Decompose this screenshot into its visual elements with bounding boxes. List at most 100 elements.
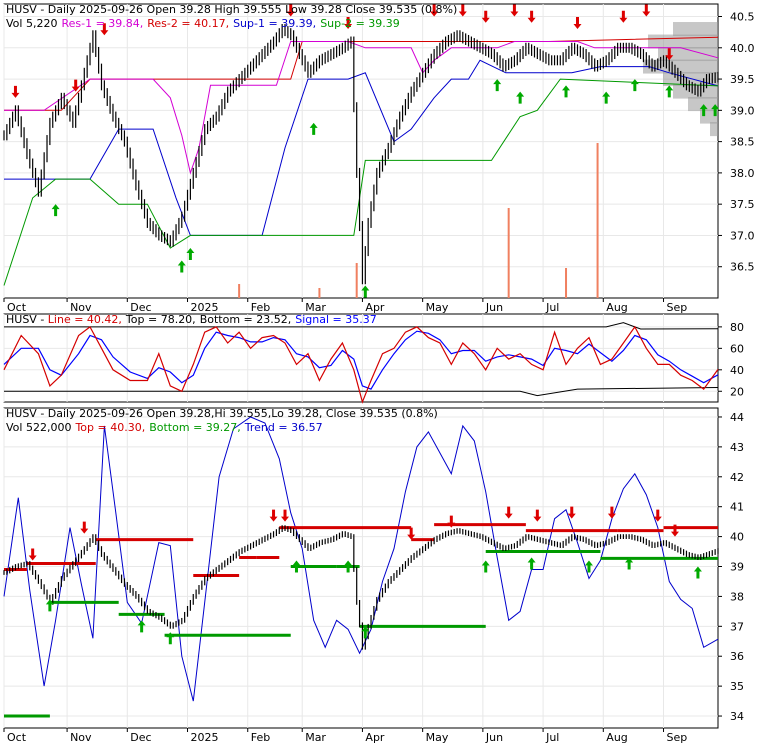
trend-sell-arrow: [504, 506, 513, 519]
volume-profile-bar: [648, 34, 718, 49]
panel-0-x-tick-label: Oct: [7, 301, 27, 314]
panel-1-y-tick-label: 80: [730, 321, 744, 334]
trend-sell-arrow: [80, 521, 89, 534]
volume-profile-bar: [673, 22, 718, 37]
sup2-line: [3, 78, 719, 286]
sell-arrow: [481, 10, 490, 23]
buy-arrow: [602, 91, 611, 104]
panel-2-x-tick-label: Aug: [606, 731, 627, 744]
trend-sell-arrow: [281, 509, 290, 522]
trend-buy-arrow: [584, 560, 593, 573]
stoch-legend-item: Line = 40.42,: [48, 313, 122, 326]
volume-profile-bar: [658, 47, 718, 62]
volume-bar: [238, 284, 241, 298]
panel-2-y-tick-label: 39: [730, 561, 744, 574]
sell-arrow: [344, 17, 353, 30]
panel-0-y-tick-label: 39.5: [730, 73, 755, 86]
trend-sell-arrow: [447, 515, 456, 528]
trend-panel-legend: Vol 522,000 Top = 40.30, Bottom = 39.27, Tr…: [6, 421, 323, 434]
price-legend-item: Vol 5,220: [6, 17, 57, 30]
panel-2-x-tick-label: Apr: [365, 731, 385, 744]
trend-sell-arrow: [653, 509, 662, 522]
trend-legend-item: Vol 522,000: [6, 421, 71, 434]
trend-sell-arrow: [567, 506, 576, 519]
panel-0-y-tick-label: 40.5: [730, 11, 755, 24]
stoch-main-line: [3, 325, 719, 404]
panel-2-x-tick-label: Oct: [7, 731, 27, 744]
sell-arrow: [642, 4, 651, 17]
panel-0-x-tick-label: Mar: [305, 301, 326, 314]
panel-2-x-tick-label: Dec: [130, 731, 151, 744]
price-legend-item: Res-2 = 40.17,: [147, 17, 229, 30]
buy-arrow: [309, 122, 318, 135]
panel-0-x-tick-label: May: [426, 301, 449, 314]
panel-0-x-tick-label: 2025: [191, 301, 219, 314]
panel-0-x-tick-label: Dec: [130, 301, 151, 314]
trend-legend-item: Trend = 36.57: [244, 421, 323, 434]
price-legend-item: Sup-2 = 39.39: [320, 17, 400, 30]
stoch-signal-line: [3, 330, 719, 390]
buy-arrow: [186, 247, 195, 260]
sell-arrow: [100, 23, 109, 36]
trend-buy-arrow: [292, 560, 301, 573]
panel-2-frame: [3, 407, 719, 729]
trend-sell-arrow: [269, 509, 278, 522]
trend-sell-arrow: [607, 506, 616, 519]
panel-2-y-tick-label: 42: [730, 471, 744, 484]
trend-buy-arrow: [344, 560, 353, 573]
trend-buy-arrow: [45, 599, 54, 612]
panel-2-y-tick-label: 41: [730, 501, 744, 514]
trend-sell-arrow: [670, 524, 679, 537]
panel-2-y-tick-label: 34: [730, 710, 744, 723]
trend-sell-arrow: [28, 548, 37, 561]
panel-2-x-tick-label: Nov: [70, 731, 92, 744]
buy-arrow: [493, 79, 502, 92]
volume-bar: [355, 263, 358, 298]
panel-2-x-tick-label: May: [426, 731, 449, 744]
panel-0-y-tick-label: 36.5: [730, 261, 755, 274]
panel-0-x-tick-label: Aug: [606, 301, 627, 314]
panel-2-y-tick-label: 44: [730, 411, 744, 424]
sell-arrow: [430, 4, 439, 17]
panel-2-x-tick-label: Sep: [667, 731, 688, 744]
panel-0-x-tick-label: Sep: [667, 301, 688, 314]
panel-0-x-tick-label: Apr: [365, 301, 385, 314]
res1-line: [4, 41, 719, 175]
panel-2-y-tick-label: 35: [730, 680, 744, 693]
volume-profile-bar: [710, 122, 718, 137]
volume-profile-bar: [688, 97, 718, 112]
sup1-line: [4, 59, 719, 236]
sell-arrow: [71, 79, 80, 92]
panel-0-x-tick-label: Feb: [251, 301, 270, 314]
trend-buy-arrow: [527, 557, 536, 570]
panel-2-x-tick-label: Jul: [545, 731, 559, 744]
stoch-legend-item: Signal = 35.37: [295, 313, 377, 326]
panel-0-y-tick-label: 37.0: [730, 229, 755, 242]
panel-0-y-tick-label: 40.0: [730, 42, 755, 55]
panel-0-frame: [3, 3, 719, 299]
panel-2-y-tick-label: 36: [730, 650, 744, 663]
volume-bar: [565, 268, 568, 298]
trend-buy-arrow: [625, 557, 634, 570]
sell-arrow: [458, 4, 467, 17]
panel-0-x-tick-label: Jun: [485, 301, 503, 314]
buy-arrow: [699, 104, 708, 117]
volume-bar: [596, 143, 599, 298]
stoch-top-line: [4, 322, 719, 330]
buy-arrow: [665, 85, 674, 98]
panel-0-y-tick-label: 39.0: [730, 104, 755, 117]
panel-1-y-tick-label: 60: [730, 342, 744, 355]
stoch-legend-item: Top = 78.20,: [125, 313, 196, 326]
panel-2-y-tick-label: 37: [730, 620, 744, 633]
panel-0-x-tick-label: Nov: [70, 301, 92, 314]
price-legend-item: Sup-1 = 39.39,: [233, 17, 316, 30]
sell-arrow: [11, 85, 20, 98]
panel-0-y-tick-label: 38.5: [730, 136, 755, 149]
price-panel-legend: Vol 5,220 Res-1 = 39.84, Res-2 = 40.17, Sup…: [6, 17, 400, 30]
sell-arrow: [510, 4, 519, 17]
price-legend-item: Res-1 = 39.84,: [61, 17, 143, 30]
buy-arrow: [51, 204, 60, 217]
sell-arrow: [665, 48, 674, 61]
